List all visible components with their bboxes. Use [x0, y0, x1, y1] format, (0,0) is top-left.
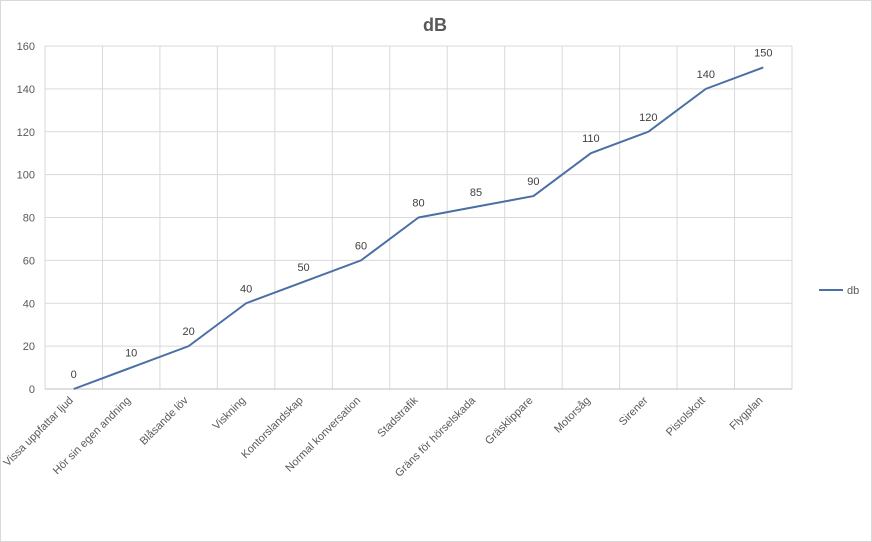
data-label: 10: [125, 348, 137, 360]
x-tick-label: Stadstrafik: [375, 394, 421, 440]
data-labels: 0 10 20 40 50 60 80 85 90 110 120 140 150: [71, 47, 773, 381]
y-tick-label: 20: [23, 341, 35, 353]
x-tick-label: Sirener: [617, 394, 651, 428]
data-label: 90: [527, 176, 539, 188]
y-tick-labels: 0 20 40 60 80 100 120 140 160: [17, 41, 35, 396]
data-label: 150: [754, 47, 772, 59]
data-label: 85: [470, 187, 482, 199]
x-tick-label: Pistolskott: [664, 395, 708, 439]
gridlines: [44, 45, 793, 389]
data-label: 140: [697, 69, 715, 81]
data-label: 60: [355, 240, 367, 252]
x-tick-label: Blåsande löv: [138, 394, 191, 447]
x-tick-label: Flygplan: [728, 395, 766, 433]
y-tick-label: 100: [17, 170, 35, 182]
series-line-db: [73, 66, 764, 390]
y-tick-label: 120: [17, 127, 35, 139]
data-label: 110: [582, 133, 600, 145]
legend-label: db: [847, 285, 859, 297]
data-label: 0: [71, 369, 77, 381]
chart-title: dB: [423, 15, 447, 35]
legend: db: [819, 285, 859, 297]
data-label: 50: [297, 262, 309, 274]
y-tick-label: 60: [23, 255, 35, 267]
y-tick-label: 0: [29, 384, 35, 396]
y-tick-label: 80: [23, 213, 35, 225]
x-tick-label: Viskning: [210, 395, 248, 433]
y-tick-label: 40: [23, 298, 35, 310]
data-label: 20: [183, 326, 195, 338]
data-label: 120: [639, 112, 657, 124]
series-lines: [73, 66, 764, 390]
x-tick-label: Motorsåg: [552, 395, 593, 436]
y-tick-label: 160: [17, 41, 35, 53]
x-tick-label: Kontorslandskap: [239, 395, 305, 461]
data-label: 80: [412, 198, 424, 210]
y-tick-label: 140: [17, 84, 35, 96]
x-tick-label: Gräsklippare: [483, 395, 536, 448]
data-label: 40: [240, 283, 252, 295]
